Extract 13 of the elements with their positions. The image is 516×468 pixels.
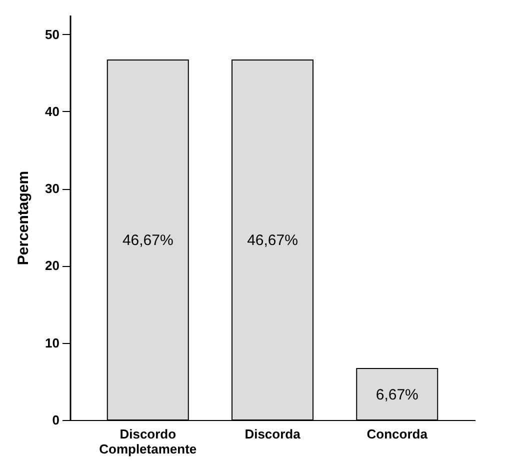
x-tick-label: Concorda: [366, 426, 428, 442]
data-label: 46,67%: [122, 232, 174, 249]
x-tick-label: Discorda: [244, 426, 302, 442]
y-tick-label: 10: [45, 335, 60, 350]
y-tick-label: 30: [45, 181, 60, 196]
y-tick-label: 40: [45, 104, 60, 119]
y-tick-label: 0: [52, 412, 60, 428]
y-tick-label: 50: [45, 26, 60, 42]
y-axis-title: Percentagem: [15, 170, 32, 266]
x-tick-label: Discordo Completamente: [99, 426, 197, 456]
y-tick-label: 20: [45, 258, 60, 274]
data-label: 6,67%: [376, 386, 418, 404]
data-label: 46,67%: [247, 232, 298, 249]
